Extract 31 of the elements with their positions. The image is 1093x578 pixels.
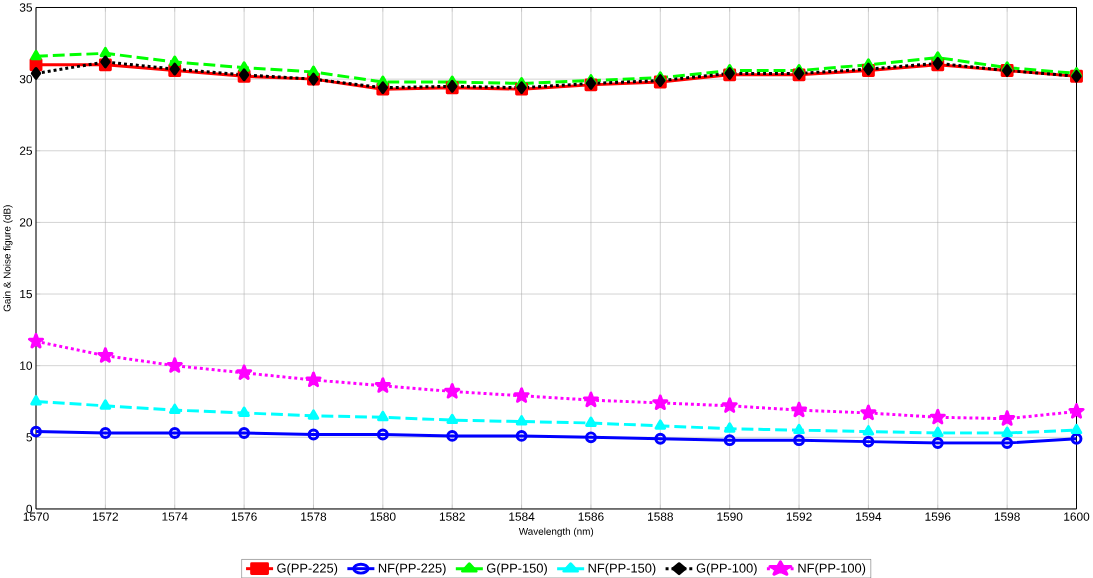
y-axis-title: Gain & Noise figure (dB) (3, 205, 13, 312)
y-tick-label: 15 (20, 289, 33, 299)
y-tick-label: 30 (19, 74, 33, 84)
x-tick-label: 1582 (439, 512, 465, 521)
x-tick-label: 1590 (717, 512, 743, 521)
x-tick-label: 1594 (856, 512, 882, 521)
y-tick-label: 35 (19, 3, 33, 12)
x-tick-label: 1574 (162, 512, 188, 521)
legend-label: G(PP-150) (486, 563, 547, 576)
y-tick-label: 20 (19, 218, 33, 227)
x-tick-label: 1598 (994, 512, 1020, 521)
x-tick-label: 1584 (509, 512, 535, 521)
x-tick-label: 1578 (301, 512, 327, 521)
y-tick-label: 5 (26, 433, 33, 442)
x-tick-label: 1600 (1064, 512, 1090, 521)
x-tick-label: 1580 (370, 512, 396, 521)
x-tick-label: 1570 (23, 512, 49, 521)
x-tick-label: 1576 (231, 512, 257, 521)
x-tick-label: 1572 (93, 512, 118, 521)
x-axis-title: Wavelength (nm) (518, 527, 594, 537)
legend-label: NF(PP-100) (798, 563, 866, 576)
x-tick-label: 1592 (786, 512, 812, 521)
x-tick-label: 1588 (648, 512, 673, 521)
y-tick-label: 10 (20, 361, 33, 370)
legend-label: NF(PP-225) (378, 563, 446, 576)
x-tick-label: 1596 (925, 512, 951, 521)
legend-label: G(PP-100) (696, 563, 757, 576)
x-tick-label: 1586 (578, 512, 604, 521)
y-tick-label: 25 (19, 146, 33, 155)
legend-label: NF(PP-150) (588, 563, 656, 576)
legend-label: G(PP-225) (277, 563, 338, 576)
